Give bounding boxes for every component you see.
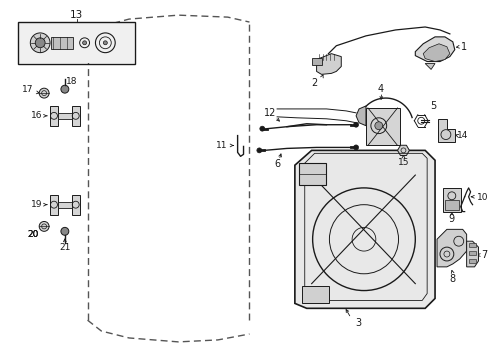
Bar — [72, 106, 80, 126]
Circle shape — [39, 221, 49, 231]
Text: 12: 12 — [264, 108, 276, 118]
Bar — [50, 195, 58, 215]
Text: 4: 4 — [377, 84, 383, 94]
Bar — [50, 106, 58, 126]
Circle shape — [353, 122, 358, 127]
Text: 5: 5 — [429, 101, 435, 111]
Bar — [72, 195, 80, 215]
Bar — [19, 22, 135, 63]
Polygon shape — [437, 119, 454, 143]
Text: 9: 9 — [448, 215, 454, 225]
Text: 21: 21 — [59, 243, 70, 252]
Polygon shape — [355, 106, 365, 126]
Text: 10: 10 — [475, 193, 487, 202]
Circle shape — [82, 41, 86, 45]
Polygon shape — [294, 150, 434, 308]
Bar — [51, 37, 73, 49]
Circle shape — [35, 38, 45, 48]
Bar — [365, 108, 400, 145]
Bar — [301, 285, 329, 303]
Bar — [298, 163, 326, 185]
Circle shape — [256, 148, 261, 153]
Circle shape — [374, 122, 382, 130]
Bar — [58, 113, 72, 119]
Circle shape — [259, 126, 264, 131]
Bar — [20, 23, 134, 63]
Polygon shape — [436, 229, 466, 267]
Text: 17: 17 — [22, 85, 33, 94]
Circle shape — [61, 85, 69, 93]
Text: 3: 3 — [354, 318, 360, 328]
Polygon shape — [397, 145, 408, 156]
Text: 14: 14 — [456, 131, 468, 140]
Text: 1: 1 — [460, 42, 466, 52]
Bar — [468, 259, 474, 263]
Bar — [58, 202, 72, 208]
Circle shape — [61, 228, 69, 235]
Text: 16: 16 — [31, 111, 42, 120]
Circle shape — [103, 41, 107, 45]
Circle shape — [30, 33, 50, 53]
Bar — [442, 188, 460, 212]
Text: 15: 15 — [397, 158, 408, 167]
Polygon shape — [422, 44, 449, 62]
Polygon shape — [466, 241, 477, 267]
Circle shape — [39, 88, 49, 98]
Text: 7: 7 — [481, 250, 487, 260]
Bar — [468, 243, 474, 247]
Circle shape — [353, 145, 358, 150]
Bar — [311, 58, 321, 66]
Text: 6: 6 — [273, 159, 280, 169]
Text: 2: 2 — [311, 78, 317, 88]
Text: 11: 11 — [216, 141, 227, 150]
Polygon shape — [414, 37, 454, 62]
Text: 8: 8 — [449, 274, 455, 284]
Text: 20: 20 — [27, 230, 39, 239]
Text: 19: 19 — [31, 200, 42, 209]
Polygon shape — [316, 54, 341, 75]
Text: 18: 18 — [66, 77, 78, 86]
Text: 13: 13 — [70, 10, 83, 20]
Text: 20: 20 — [27, 230, 39, 239]
Bar — [468, 251, 474, 255]
Bar — [444, 200, 458, 210]
Polygon shape — [424, 63, 434, 69]
Text: 20: 20 — [27, 230, 39, 239]
